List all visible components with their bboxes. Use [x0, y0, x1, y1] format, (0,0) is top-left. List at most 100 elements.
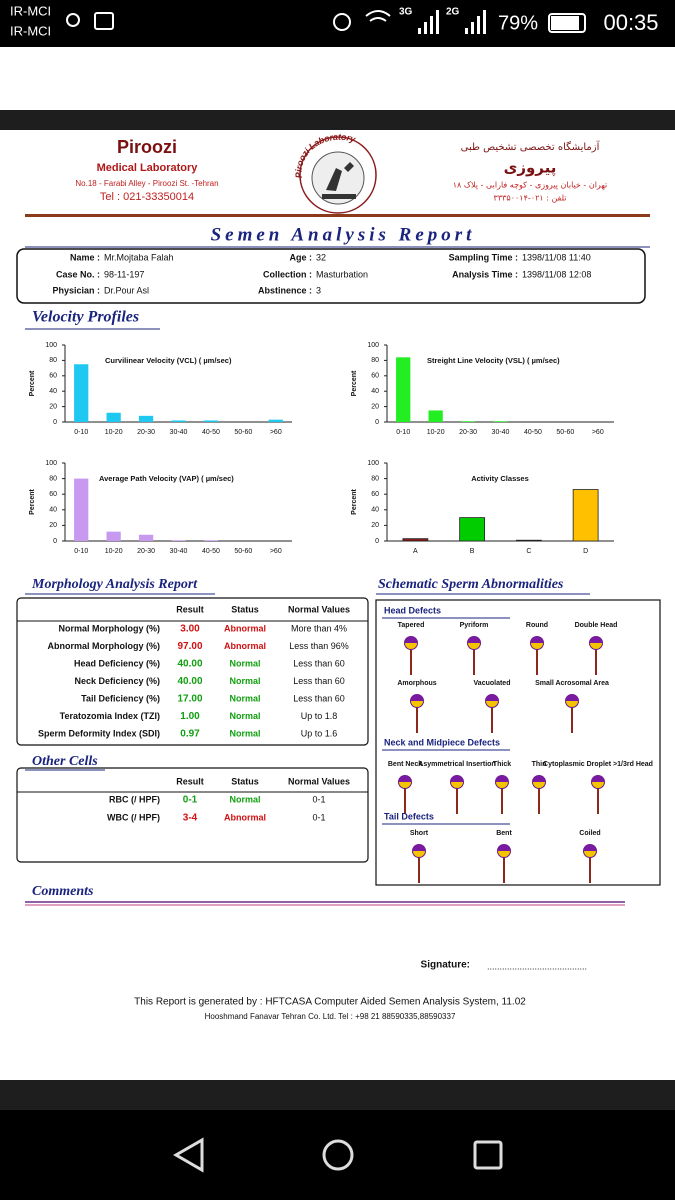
field-value: Masturbation — [316, 269, 368, 279]
sperm-acrosome — [404, 636, 418, 643]
result: 3.00 — [180, 624, 200, 635]
y-tick-label: 100 — [45, 342, 57, 349]
normal-value: Up to 1.8 — [301, 711, 338, 721]
status: Normal — [229, 794, 260, 804]
field-value: 98-11-197 — [104, 269, 144, 279]
x-tick-label: 30-40 — [170, 548, 188, 555]
nav-icons[interactable] — [172, 1137, 503, 1173]
abnormality-label: Round — [526, 622, 548, 629]
x-tick-label: D — [583, 548, 588, 555]
field-label: Sampling Time : — [449, 252, 518, 262]
status-icons — [66, 10, 586, 33]
section-title: Schematic Sperm Abnormalities — [378, 577, 564, 592]
status: Normal — [229, 676, 260, 686]
battery-level — [551, 16, 579, 30]
field-value: 1398/11/08 12:08 — [522, 269, 591, 279]
other-box — [16, 767, 369, 863]
y-tick-label: 20 — [371, 403, 379, 410]
x-tick-label: 50-60 — [234, 548, 252, 555]
sperm-acrosome — [497, 844, 511, 851]
status: Abnormal — [224, 641, 266, 651]
x-tick-label: C — [526, 548, 531, 555]
bar — [268, 419, 283, 422]
sperm-acrosome — [450, 775, 464, 782]
abnormality-label: Bent Neck — [388, 761, 422, 768]
footer-line: This Report is generated by : HFTCASA Co… — [134, 997, 526, 1008]
abnormality-label: Double Head — [575, 622, 618, 629]
abnormality-label: Amorphous — [397, 680, 436, 687]
row-label: Teratozomia Index (TZI) — [60, 711, 160, 721]
field-value: Mr.Mojtaba Falah — [104, 252, 174, 262]
normal-value: More than 4% — [291, 623, 347, 633]
x-tick-label: 20-30 — [137, 548, 155, 555]
result: 0.97 — [180, 729, 200, 740]
bar — [459, 517, 486, 542]
section-title: Comments — [32, 884, 94, 899]
bar — [74, 364, 89, 422]
lab-name: Piroozi — [117, 137, 177, 157]
x-tick-label: B — [470, 548, 475, 555]
group-title: Tail Defects — [384, 811, 434, 821]
y-tick-label: 60 — [371, 491, 379, 498]
field-label: Name : — [70, 252, 100, 262]
top-shade — [0, 110, 675, 130]
bar — [572, 489, 599, 542]
x-tick-label: 0-10 — [74, 429, 88, 436]
clock: 00:35 — [603, 10, 658, 35]
y-tick-label: 80 — [49, 357, 57, 364]
report-title: Semen Analysis Report — [211, 224, 476, 245]
y-tick-label: 0 — [53, 538, 57, 545]
signature-label: Signature: — [421, 960, 470, 971]
y-tick-label: 0 — [53, 419, 57, 426]
result: 3-4 — [183, 813, 198, 824]
sperm-acrosome — [583, 844, 597, 851]
network-type: 2G — [446, 7, 460, 18]
bar — [74, 478, 89, 541]
abnormality-label: Small Acrosomal Area — [535, 680, 609, 687]
abnormality-label: Cytoplasmic Droplet >1/3rd Head — [543, 761, 653, 768]
y-axis-label: Percent — [29, 488, 36, 514]
chart-title: Activity Classes — [471, 474, 529, 483]
row-label: Abnormal Morphology (%) — [48, 641, 161, 651]
y-tick-label: 60 — [49, 491, 57, 498]
status: Normal — [229, 711, 260, 721]
bar — [138, 415, 154, 422]
status: Normal — [229, 658, 260, 668]
chart-title: Curvilinear Velocity (VCL) ( µm/sec) — [105, 356, 232, 365]
result: 0-1 — [183, 795, 198, 806]
field-label: Analysis Time : — [452, 269, 518, 279]
row-label: Normal Morphology (%) — [59, 623, 161, 633]
x-tick-label: 0-10 — [396, 429, 410, 436]
x-tick-label: 20-30 — [137, 429, 155, 436]
battery: 79% — [498, 12, 538, 34]
bar — [515, 539, 542, 542]
abnormality-label: Bent — [496, 830, 512, 837]
normal-value: Up to 1.6 — [301, 728, 338, 738]
field-value: 3 — [316, 285, 321, 295]
status: Normal — [229, 693, 260, 703]
bar — [402, 538, 429, 542]
chart-title: Streight Line Velocity (VSL) ( µm/sec) — [427, 356, 560, 365]
network-type: 3G — [399, 7, 413, 18]
bar — [203, 540, 219, 541]
bar — [396, 357, 411, 422]
section-title: Velocity Profiles — [32, 309, 139, 326]
status: Abnormal — [224, 812, 266, 822]
y-tick-label: 20 — [49, 403, 57, 410]
y-axis-label: Percent — [29, 370, 36, 396]
sperm-acrosome — [398, 775, 412, 782]
y-tick-label: 60 — [371, 373, 379, 380]
fa-address: تهران - خیابان پیروزی - کوچه فارابی - پل… — [453, 181, 608, 190]
column-header: Result — [176, 776, 204, 786]
bar — [493, 421, 508, 422]
y-tick-label: 40 — [49, 507, 57, 514]
patient-box — [16, 248, 646, 304]
x-tick-label: 40-50 — [524, 429, 542, 436]
y-tick-label: 40 — [371, 388, 379, 395]
signature-line: ........................................ — [487, 961, 587, 971]
column-header: Normal Values — [288, 604, 350, 614]
signal-bars — [418, 10, 486, 34]
section-title: Morphology Analysis Report — [31, 577, 198, 592]
